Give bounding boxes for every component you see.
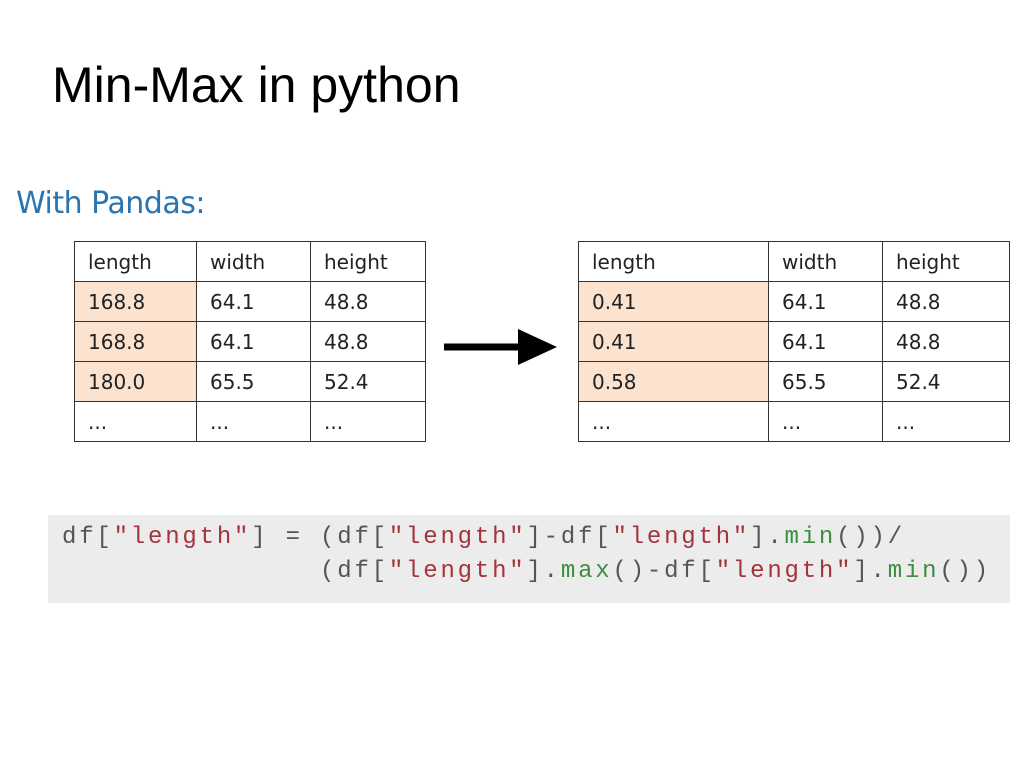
table-cell: 65.5 bbox=[196, 361, 311, 402]
table-cell: 168.8 bbox=[74, 281, 197, 322]
code-text: df[ bbox=[62, 524, 114, 551]
table-row: ......... bbox=[74, 401, 426, 442]
column-header: length bbox=[578, 241, 769, 282]
code-text: (df[ bbox=[62, 558, 389, 585]
table-cell: 52.4 bbox=[310, 361, 426, 402]
table-cell: ... bbox=[310, 401, 426, 442]
table-cell: 0.41 bbox=[578, 321, 769, 362]
code-string: "length" bbox=[388, 524, 527, 551]
table-cell: 48.8 bbox=[310, 281, 426, 322]
code-string: "length" bbox=[113, 524, 252, 551]
table-cell: 65.5 bbox=[768, 361, 883, 402]
table-cell: 64.1 bbox=[768, 321, 883, 362]
table-cell: ... bbox=[768, 401, 883, 442]
code-text: ]. bbox=[526, 558, 561, 585]
code-string: "length" bbox=[388, 558, 527, 585]
table-header-row: length width height bbox=[578, 241, 1010, 282]
code-text: ())/ bbox=[836, 524, 905, 551]
slide-title: Min-Max in python bbox=[52, 57, 461, 113]
code-line-2: (df["length"].max()-df["length"].min()) bbox=[62, 558, 991, 585]
column-header: height bbox=[882, 241, 1010, 282]
table-cell: ... bbox=[882, 401, 1010, 442]
column-header: height bbox=[310, 241, 426, 282]
right-arrow-icon bbox=[444, 329, 557, 365]
column-header: width bbox=[196, 241, 311, 282]
table-cell: 64.1 bbox=[196, 281, 311, 322]
code-string: "length" bbox=[612, 524, 751, 551]
code-text: ()) bbox=[939, 558, 991, 585]
code-text: ()-df[ bbox=[612, 558, 716, 585]
table-row: 168.8 64.1 48.8 bbox=[74, 321, 426, 362]
table-cell: ... bbox=[74, 401, 197, 442]
code-string: "length" bbox=[715, 558, 854, 585]
table-cell: ... bbox=[578, 401, 769, 442]
table-row: 168.8 64.1 48.8 bbox=[74, 281, 426, 322]
code-block: df["length"] = (df["length"]-df["length"… bbox=[48, 515, 1010, 603]
table-cell: 0.41 bbox=[578, 281, 769, 322]
code-line-1: df["length"] = (df["length"]-df["length"… bbox=[62, 524, 905, 551]
code-method: min bbox=[887, 558, 940, 585]
table-cell: 48.8 bbox=[882, 281, 1010, 322]
table-cell: 168.8 bbox=[74, 321, 197, 362]
table-cell: 0.58 bbox=[578, 361, 769, 402]
table-cell: 64.1 bbox=[768, 281, 883, 322]
column-header: width bbox=[768, 241, 883, 282]
table-cell: 180.0 bbox=[74, 361, 197, 402]
code-text: ]. bbox=[750, 524, 785, 551]
table-cell: 64.1 bbox=[196, 321, 311, 362]
table-row: 0.41 64.1 48.8 bbox=[578, 281, 1010, 322]
table-cell: 52.4 bbox=[882, 361, 1010, 402]
table-cell: 48.8 bbox=[882, 321, 1010, 362]
code-text: ]-df[ bbox=[526, 524, 613, 551]
code-method: min bbox=[784, 524, 837, 551]
table-row: 0.58 65.5 52.4 bbox=[578, 361, 1010, 402]
table-row: ......... bbox=[578, 401, 1010, 442]
code-text: ]. bbox=[853, 558, 888, 585]
table-after: length width height 0.41 64.1 48.8 0.41 64.1 48.… bbox=[578, 241, 1010, 442]
column-header: length bbox=[74, 241, 197, 282]
table-before: length width height 168.8 64.1 48.8 168.8 64.1 4… bbox=[74, 241, 426, 442]
slide-subtitle: With Pandas: bbox=[16, 186, 205, 221]
table-row: 0.41 64.1 48.8 bbox=[578, 321, 1010, 362]
table-row: 180.0 65.5 52.4 bbox=[74, 361, 426, 402]
code-text: ] = (df[ bbox=[251, 524, 389, 551]
table-header-row: length width height bbox=[74, 241, 426, 282]
table-cell: 48.8 bbox=[310, 321, 426, 362]
code-method: max bbox=[560, 558, 613, 585]
table-cell: ... bbox=[196, 401, 311, 442]
